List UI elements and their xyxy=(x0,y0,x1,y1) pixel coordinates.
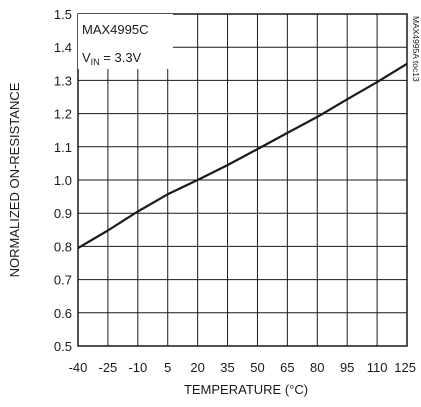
y-tick-label: 1.4 xyxy=(54,40,72,55)
y-tick-label: 0.9 xyxy=(54,206,72,221)
x-tick-label: -40 xyxy=(69,360,88,375)
y-tick-label: 1.0 xyxy=(54,173,72,188)
plot-frame xyxy=(77,13,408,347)
y-tick-label: 1.3 xyxy=(54,73,72,88)
y-tick-label: 0.8 xyxy=(54,239,72,254)
y-tick-label: 1.5 xyxy=(54,7,72,22)
legend-background xyxy=(78,14,173,69)
legend-condition: VIN = 3.3V xyxy=(82,50,142,67)
legend-device-name: MAX4995C xyxy=(82,22,148,37)
x-tick-labels: -40 -25 -10 5 20 35 50 65 80 95 110 125 xyxy=(69,360,416,375)
x-tick-label: -10 xyxy=(128,360,147,375)
x-tick-label: -25 xyxy=(99,360,118,375)
x-tick-label: 80 xyxy=(310,360,324,375)
x-tick-label: 50 xyxy=(250,360,264,375)
series-line xyxy=(77,62,408,250)
y-tick-labels: 0.5 0.6 0.7 0.8 0.9 1.0 1.1 1.2 1.3 1.4 1.5 xyxy=(54,7,72,354)
y-axis-title: NORMALIZED ON-RESISTANCE xyxy=(7,82,22,277)
x-tick-label: 35 xyxy=(220,360,234,375)
legend-condition-symbol: V xyxy=(82,50,91,65)
figure-reference: MAX4995A toc13 xyxy=(411,16,421,82)
x-tick-label: 95 xyxy=(340,360,354,375)
y-tick-label: 1.2 xyxy=(54,107,72,122)
x-tick-label: 110 xyxy=(367,360,388,375)
x-tick-label: 125 xyxy=(394,360,416,375)
y-tick-label: 1.1 xyxy=(54,140,72,155)
y-tick-label: 0.7 xyxy=(54,273,72,288)
x-tick-label: 65 xyxy=(280,360,294,375)
legend: MAX4995C VIN = 3.3V xyxy=(78,14,173,69)
legend-condition-value: = 3.3V xyxy=(100,50,142,65)
y-tick-label: 0.5 xyxy=(54,339,72,354)
legend-condition-subscript: IN xyxy=(91,57,100,67)
x-tick-label: 5 xyxy=(164,360,171,375)
series-layer xyxy=(77,62,408,250)
y-tick-label: 0.6 xyxy=(54,306,72,321)
x-axis-title: TEMPERATURE (°C) xyxy=(184,382,308,397)
x-tick-label: 20 xyxy=(190,360,204,375)
